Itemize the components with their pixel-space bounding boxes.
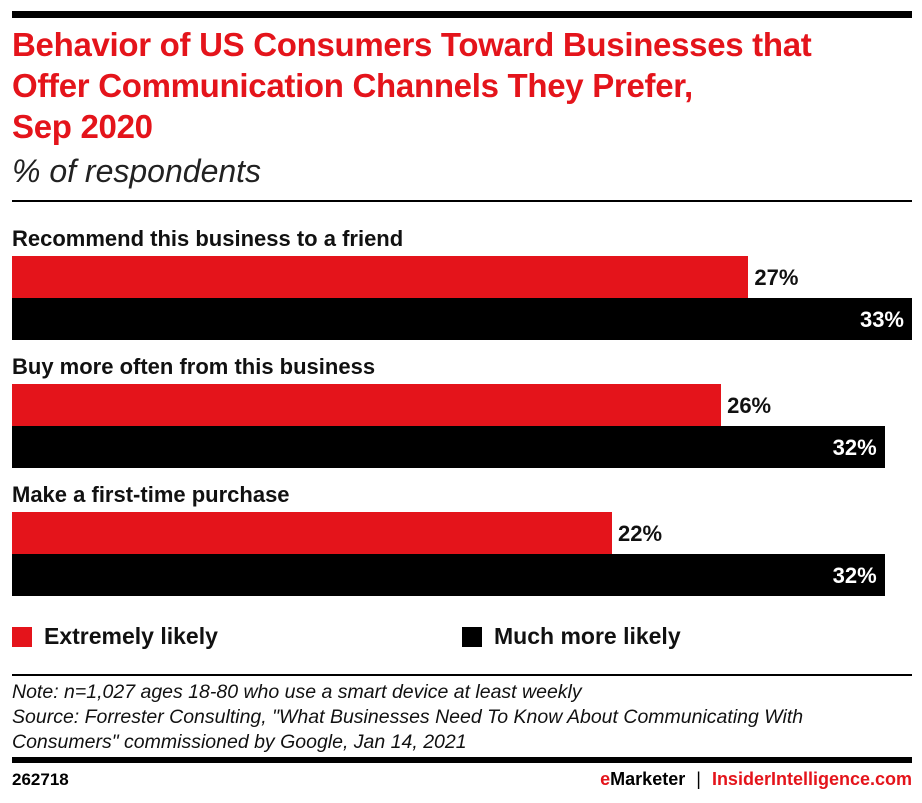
bottom-rule [12, 757, 912, 763]
source-line: Source: Forrester Consulting, "What Busi… [12, 706, 804, 728]
category-label: Buy more often from this business [12, 354, 376, 379]
legend-swatch-extremely-likely [12, 627, 32, 647]
data-label: 27% [754, 265, 799, 290]
divider [12, 200, 912, 202]
legend-label: Much more likely [494, 623, 681, 649]
title-line: Offer Communication Channels They Prefer… [12, 67, 693, 104]
brand-footer: eMarketer | InsiderIntelligence.com [600, 769, 912, 790]
data-label: 32% [832, 563, 877, 588]
data-label: 32% [832, 435, 877, 460]
title-line: Behavior of US Consumers Toward Business… [12, 26, 812, 63]
category-label: Recommend this business to a friend [12, 226, 404, 251]
source-line: Consumers" commissioned by Google, Jan 1… [12, 731, 467, 753]
data-label: 33% [859, 307, 904, 332]
category-label: Make a first-time purchase [12, 482, 290, 507]
legend-swatch-much-more-likely [462, 627, 482, 647]
data-label: 26% [727, 393, 772, 418]
divider [12, 674, 912, 676]
brand-separator: | [696, 769, 701, 789]
bar-extremely-likely [12, 512, 612, 554]
chart-id: 262718 [12, 770, 69, 789]
brand-site: InsiderIntelligence.com [711, 769, 912, 789]
brand-e: e [600, 769, 611, 789]
bar-extremely-likely [12, 384, 722, 426]
bar-much-more-likely [12, 426, 885, 468]
data-label: 22% [618, 521, 663, 546]
bar-extremely-likely [12, 256, 749, 298]
chart-title: Behavior of US Consumers Toward Business… [12, 24, 912, 147]
bar-much-more-likely [12, 554, 885, 596]
note: Note: n=1,027 ages 18-80 who use a smart… [12, 681, 582, 703]
top-rule [12, 11, 912, 18]
brand-marketer: Marketer [610, 769, 686, 789]
title-line: Sep 2020 [12, 108, 153, 145]
chart-subtitle: % of respondents [12, 153, 262, 189]
legend-label: Extremely likely [44, 623, 218, 649]
bar-much-more-likely [12, 298, 912, 340]
